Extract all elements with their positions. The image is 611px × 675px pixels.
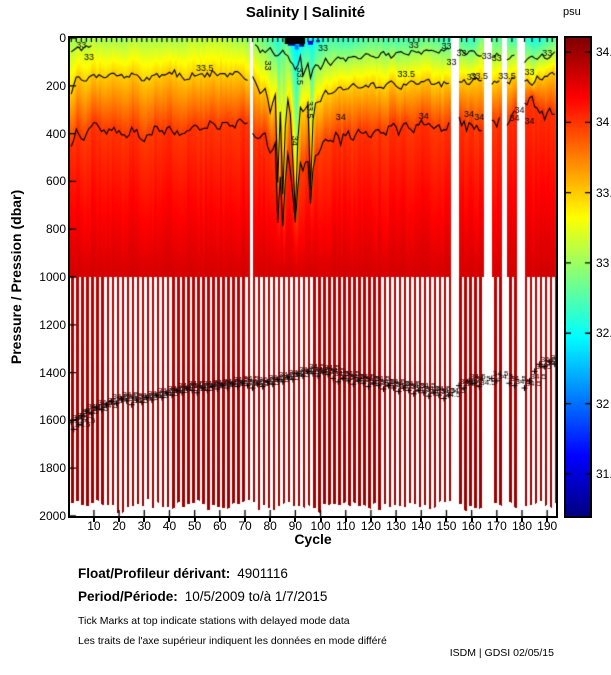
x-tick-mark bbox=[294, 518, 297, 522]
x-tick-mark bbox=[344, 518, 347, 522]
x-tick-mark bbox=[546, 518, 549, 522]
x-tick-label: 10 bbox=[87, 519, 101, 533]
colorbar-tick-label: 33 bbox=[596, 255, 610, 270]
x-tick-mark bbox=[369, 518, 372, 522]
x-tick-label: 120 bbox=[360, 519, 381, 533]
x-tick-mark bbox=[244, 518, 246, 522]
period-line: Period/Période: 10/5/2009 to/à 1/7/2015 bbox=[78, 589, 327, 604]
y-tick-label: 200 bbox=[45, 78, 66, 93]
x-tick-mark bbox=[143, 518, 146, 522]
x-tick-label: 190 bbox=[537, 519, 558, 533]
y-tick-label: 1200 bbox=[39, 317, 66, 332]
x-tick-label: 70 bbox=[238, 519, 252, 533]
x-tick-mark bbox=[521, 518, 523, 522]
x-tick-mark bbox=[319, 518, 322, 522]
colorbar-tick-label: 31.5 bbox=[596, 466, 611, 481]
x-tick-mark bbox=[470, 518, 473, 522]
float-id-label: Float/Profileur dérivant: bbox=[78, 566, 231, 581]
plot-area bbox=[68, 36, 558, 518]
colorbar-tick-label: 34.5 bbox=[596, 45, 611, 60]
x-tick-label: 150 bbox=[436, 519, 457, 533]
x-tick-label: 60 bbox=[213, 519, 227, 533]
colorbar-tick-label: 34 bbox=[596, 115, 610, 130]
x-tick-label: 130 bbox=[386, 519, 407, 533]
x-tick-label: 50 bbox=[187, 519, 202, 533]
credit-line: ISDM | GDSI 02/05/15 bbox=[449, 647, 554, 659]
note-fr: Les traits de l'axe supérieur indiquent … bbox=[78, 635, 387, 647]
colorbar-tick-label: 32.5 bbox=[596, 326, 611, 341]
y-tick-label: 1600 bbox=[39, 413, 66, 428]
colorbar-tick-label: 33.5 bbox=[596, 185, 611, 200]
x-tick-label: 160 bbox=[461, 519, 482, 533]
x-tick-label: 30 bbox=[137, 519, 151, 533]
colorbar-canvas bbox=[566, 38, 590, 516]
x-tick-mark bbox=[118, 518, 121, 522]
x-tick-label: 100 bbox=[310, 519, 331, 533]
x-tick-mark bbox=[218, 518, 221, 522]
x-tick-label: 20 bbox=[112, 519, 126, 533]
note-en: Tick Marks at top indicate stations with… bbox=[78, 615, 350, 627]
float-id-value: 4901116 bbox=[237, 566, 288, 581]
colorbar-unit-label: psu bbox=[563, 6, 581, 18]
y-tick-label: 1000 bbox=[39, 270, 66, 284]
x-tick-mark bbox=[193, 518, 196, 522]
x-tick-label: 170 bbox=[486, 519, 507, 533]
period-label: Period/Période: bbox=[78, 589, 178, 604]
x-tick-label: 40 bbox=[162, 519, 177, 533]
y-tick-label: 400 bbox=[45, 126, 66, 141]
x-tick-label: 110 bbox=[336, 519, 356, 533]
y-tick-label: 2000 bbox=[39, 509, 66, 523]
y-tick-label: 800 bbox=[45, 222, 66, 237]
x-tick-mark bbox=[168, 518, 171, 522]
x-tick-mark bbox=[445, 518, 448, 522]
float-id-line: Float/Profileur dérivant: 4901116 bbox=[78, 566, 288, 581]
x-tick-mark bbox=[495, 518, 498, 522]
x-tick-mark bbox=[420, 518, 423, 522]
x-tick-mark bbox=[92, 518, 95, 522]
x-tick-label: 80 bbox=[263, 519, 277, 533]
y-tick-label: 0 bbox=[59, 31, 66, 45]
x-axis-label: Cycle bbox=[294, 531, 332, 547]
x-tick-mark bbox=[395, 518, 398, 522]
colorbar-tick-label: 32 bbox=[596, 396, 610, 411]
y-tick-label: 1800 bbox=[39, 461, 66, 476]
y-tick-label: 1400 bbox=[39, 365, 66, 380]
period-value: 10/5/2009 to/à 1/7/2015 bbox=[184, 589, 328, 604]
x-tick-label: 180 bbox=[511, 519, 533, 533]
heatmap-canvas bbox=[70, 38, 556, 516]
colorbar bbox=[564, 36, 592, 518]
x-tick-label: 140 bbox=[411, 519, 432, 533]
plot-title: Salinity | Salinité bbox=[245, 4, 366, 21]
x-tick-mark bbox=[269, 518, 272, 522]
x-tick-label: 90 bbox=[288, 519, 303, 533]
y-tick-label: 600 bbox=[45, 174, 66, 189]
